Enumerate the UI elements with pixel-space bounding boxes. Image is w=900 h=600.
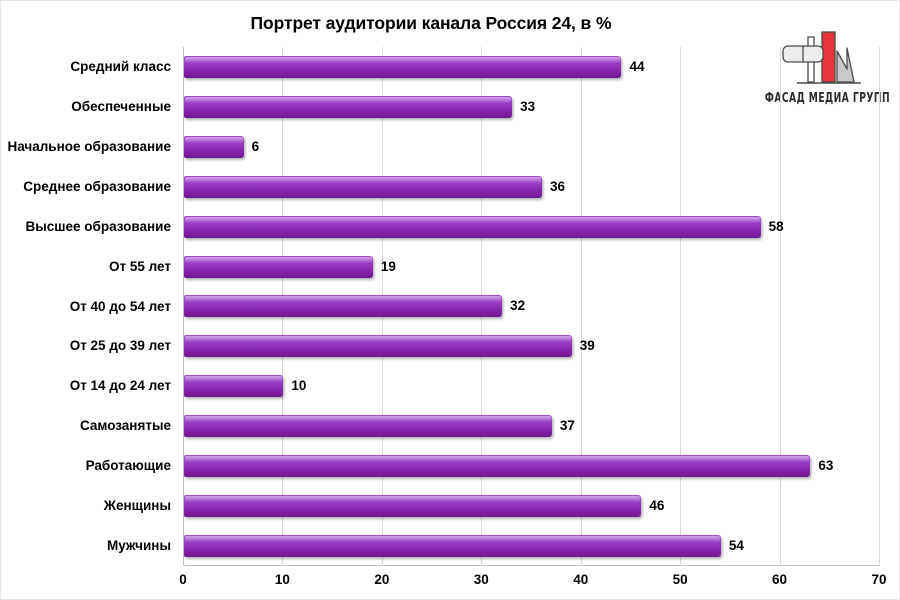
x-tick-label: 40 (573, 572, 589, 587)
bar[interactable] (184, 135, 244, 158)
category-label: Среднее образование (23, 178, 171, 194)
bar-value-label: 58 (768, 218, 784, 234)
bar-row: Среднее образование 36 (23, 167, 879, 207)
bar-fill (184, 295, 503, 318)
gridline (779, 47, 781, 566)
category-label: Самозанятые (79, 418, 171, 434)
bar-value-label: 63 (818, 458, 834, 474)
bar-fill (184, 375, 284, 398)
category-label: Средний класс (70, 59, 171, 74)
x-tick-label: 50 (672, 572, 688, 587)
bar-value-label: 46 (649, 498, 665, 514)
bar-row: От 14 до 24 лет 10 (70, 366, 879, 406)
bar-row: Обеспеченные 33 (71, 87, 879, 127)
category-label: Женщины (103, 498, 171, 514)
category-label: Начальное образование (7, 138, 171, 154)
bar-value-label: 37 (559, 418, 575, 434)
bar-fill (184, 135, 244, 158)
category-label: От 55 лет (109, 258, 171, 274)
bar[interactable] (184, 295, 503, 318)
x-tick-label: 70 (871, 572, 887, 587)
bar-fill (184, 415, 552, 438)
bar-row: Работающие 63 (86, 446, 879, 486)
bar-value-label: 39 (579, 338, 595, 354)
bar-value-label: 36 (549, 178, 565, 194)
x-tick-label: 60 (772, 572, 788, 587)
chart-title: Портрет аудитории канала Россия 24, в % (250, 13, 612, 33)
bar-value-label: 54 (728, 538, 744, 554)
gridline (879, 47, 880, 566)
bar-fill (184, 55, 622, 78)
bar-value-label: 19 (380, 258, 396, 274)
bar[interactable] (184, 415, 552, 438)
category-label: От 25 до 39 лет (69, 338, 171, 354)
y-axis-line (183, 47, 184, 566)
category-label: Высшее образование (25, 218, 171, 234)
bar-fill (184, 495, 642, 518)
category-label: От 40 до 54 лет (69, 298, 171, 314)
bar-fill (184, 95, 513, 118)
bar[interactable] (184, 375, 284, 398)
bar[interactable] (184, 335, 572, 358)
plot-area: Средний класс 44 Обеспеченные 33 Начальное о… (7, 47, 880, 566)
category-label: Мужчины (107, 538, 171, 554)
bar-row: Средний класс 44 (70, 47, 879, 87)
bar[interactable] (184, 495, 642, 518)
gridline (680, 47, 682, 566)
bar[interactable] (184, 95, 513, 118)
bar-value-label: 32 (510, 298, 526, 314)
bar-fill (184, 175, 542, 198)
x-tick-label: 30 (473, 572, 489, 587)
logo: ФАСАД МЕДИА ГРУПП (749, 29, 893, 119)
bar-value-label: 33 (520, 98, 536, 114)
bar[interactable] (184, 55, 622, 78)
logo-text: ФАСАД МЕДИА ГРУПП (764, 91, 891, 106)
bar-fill (184, 335, 572, 358)
bar-value-label: 6 (251, 138, 260, 154)
bar-fill (184, 215, 761, 238)
category-label: От 14 до 24 лет (69, 378, 171, 394)
bar-value-label: 10 (291, 378, 307, 394)
bar-fill (184, 455, 811, 478)
bar-row: От 55 лет 19 (109, 247, 879, 287)
bar[interactable] (184, 175, 542, 198)
category-label: Работающие (85, 458, 171, 474)
x-tick-label: 10 (274, 572, 290, 587)
gridline (580, 47, 582, 566)
x-axis-line (183, 565, 879, 566)
bar[interactable] (184, 455, 811, 478)
bar[interactable] (184, 535, 721, 558)
bar-row: Самозанятые 37 (80, 406, 879, 446)
x-tick-label: 20 (374, 572, 390, 587)
bar-fill (184, 535, 721, 558)
bar-row: От 40 до 54 лет 32 (70, 287, 879, 327)
bar-row: Мужчины 54 (107, 526, 879, 566)
bar-row: Высшее образование 58 (25, 207, 879, 247)
bar-fill (184, 255, 373, 278)
bar-row: От 25 до 39 лет 39 (70, 326, 879, 366)
category-label: Обеспеченные (71, 98, 171, 114)
x-tick-label: 0 (179, 572, 187, 587)
facade-building-icon (782, 31, 861, 84)
bar[interactable] (184, 215, 761, 238)
bar-value-label: 44 (629, 58, 645, 74)
bar[interactable] (184, 255, 373, 278)
bar-row: Начальное образование 6 (7, 127, 879, 167)
bar-row: Женщины 46 (104, 486, 879, 526)
